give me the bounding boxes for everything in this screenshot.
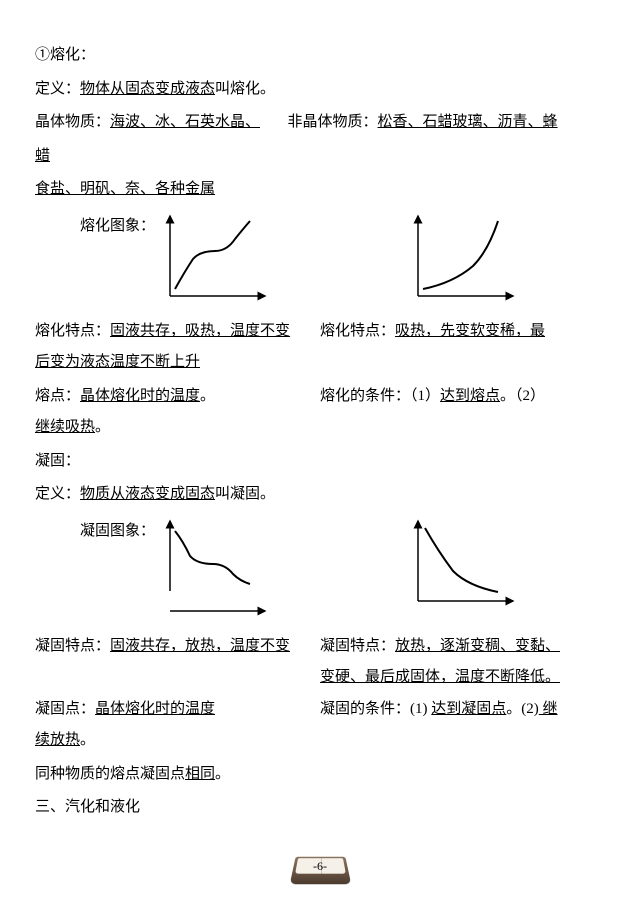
point-label: 熔点： bbox=[35, 388, 80, 404]
crystal-label: 晶体物质： bbox=[35, 114, 110, 130]
point-text: 晶体熔化时的温度 bbox=[80, 388, 200, 404]
solidify-graphs: 凝固图象： bbox=[35, 516, 605, 621]
substance-row: 晶体物质：海波、冰、石英水晶、 非晶体物质：松香、石蜡玻璃、沥青、蜂 bbox=[35, 107, 605, 139]
solidify-graph-noncrystal bbox=[320, 516, 605, 621]
solidify-point-row: 凝固点：晶体熔化时的温度 凝固的条件：(1) 达到凝固点。(2) 继 bbox=[35, 694, 605, 726]
cond-label: 熔化的条件： bbox=[320, 388, 410, 404]
solidify-features-2: 变硬、最后成固体，温度不断降低。 bbox=[35, 662, 605, 694]
scond-line2: 续放热。 bbox=[35, 725, 605, 757]
solidify-definition: 定义：物质从液态变成固态叫凝固。 bbox=[35, 479, 605, 511]
melting-header: ①熔化： bbox=[35, 40, 605, 72]
crystal-solidify-curve bbox=[155, 516, 275, 621]
feat-left-text: 固液共存，吸热，温度不变 bbox=[110, 323, 290, 339]
solidify-header: 凝固： bbox=[35, 446, 605, 478]
crystal-melting-curve bbox=[155, 211, 275, 306]
spoint-label: 凝固点： bbox=[35, 701, 95, 717]
section-3-header: 三、汽化和液化 bbox=[35, 792, 605, 824]
sgraph-label: 凝固图象： bbox=[80, 516, 155, 548]
page-number: -6- bbox=[0, 854, 640, 879]
solidify-features: 凝固特点：固液共存，放热，温度不变 凝固特点：放热，逐渐变稠、变黏、 bbox=[35, 631, 605, 663]
noncrystal-melting-curve bbox=[403, 211, 523, 306]
sfeat-left-text: 固液共存，放热，温度不变 bbox=[110, 638, 290, 654]
noncrystal-wrap: 蜡 bbox=[35, 141, 605, 173]
crystal-list: 海波、冰、石英水晶、 bbox=[110, 114, 260, 130]
sdef-text: 物质从液态变成固态 bbox=[80, 486, 215, 502]
melting-graph-noncrystal bbox=[320, 211, 605, 306]
crystal-line2: 食盐、明矾、奈、各种金属 bbox=[35, 174, 605, 206]
feat-left-line2: 后变为液态温度不断上升 bbox=[35, 347, 605, 379]
sfeat-right-label: 凝固特点： bbox=[320, 638, 395, 654]
sfeat-left-label: 凝固特点： bbox=[35, 638, 110, 654]
noncrystal-solidify-curve bbox=[403, 516, 523, 621]
melting-graphs: 熔化图象： bbox=[35, 211, 605, 306]
sfeat-right-text: 放热，逐渐变稠、变黏、 bbox=[395, 638, 560, 654]
cond-line2: 继续吸热。 bbox=[35, 412, 605, 444]
sdef-label: 定义： bbox=[35, 486, 80, 502]
def-label: 定义： bbox=[35, 81, 80, 97]
sfeat-right-text2: 变硬、最后成固体，温度不断降低。 bbox=[320, 669, 560, 685]
scond-1: 达到凝固点 bbox=[431, 701, 506, 717]
melting-definition: 定义：物体从固态变成液态叫熔化。 bbox=[35, 74, 605, 106]
spoint-text: 晶体熔化时的温度 bbox=[95, 701, 215, 717]
def-after: 叫熔化。 bbox=[215, 81, 275, 97]
feat-right-label: 熔化特点： bbox=[320, 323, 395, 339]
scond-label: 凝固的条件： bbox=[320, 701, 410, 717]
same-point: 同种物质的熔点凝固点相同。 bbox=[35, 759, 605, 791]
noncrystal-list-1: 松香、石蜡玻璃、沥青、蜂 bbox=[378, 114, 558, 130]
def-text: 物体从固态变成液态 bbox=[80, 81, 215, 97]
solidify-graph-crystal: 凝固图象： bbox=[35, 516, 320, 621]
melting-point-row: 熔点：晶体熔化时的温度。 熔化的条件：（1）达到熔点。（2） bbox=[35, 381, 605, 413]
graph-label-left: 熔化图象： bbox=[80, 211, 155, 243]
feat-left-label: 熔化特点： bbox=[35, 323, 110, 339]
melting-graph-crystal: 熔化图象： bbox=[35, 211, 320, 306]
melting-features: 熔化特点：固液共存，吸热，温度不变 熔化特点：吸热，先变软变稀，最 bbox=[35, 316, 605, 348]
cond-1: 达到熔点 bbox=[440, 388, 500, 404]
feat-right-text: 吸热，先变软变稀，最 bbox=[395, 323, 545, 339]
noncrystal-label: 非晶体物质： bbox=[288, 114, 378, 130]
noncrystal-list-2: 蜡 bbox=[35, 148, 50, 164]
